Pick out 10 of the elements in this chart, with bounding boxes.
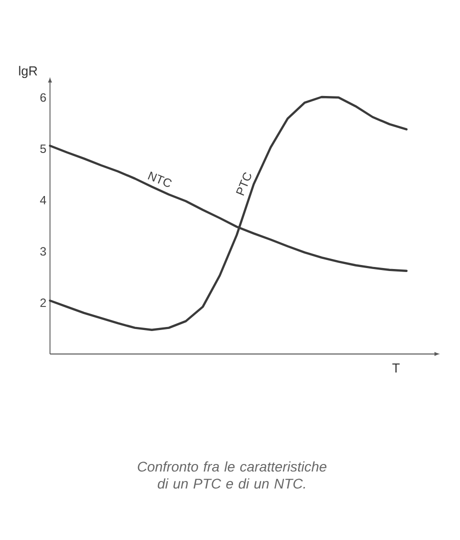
- y-tick-label: 2: [40, 298, 46, 307]
- y-tick-label: 3: [40, 247, 46, 256]
- y-tick-label: 4: [40, 196, 46, 204]
- y-axis-title: lgR: [19, 66, 38, 78]
- y-tick-label: 6: [40, 93, 46, 102]
- y-tick-label: 5: [40, 144, 46, 153]
- x-axis-title: T: [392, 364, 400, 372]
- text: PTC: [236, 172, 252, 196]
- text: Confronto fra le caratteristiche di un PTC e di un NTC.: [138, 461, 326, 489]
- text: NTC: [148, 171, 172, 187]
